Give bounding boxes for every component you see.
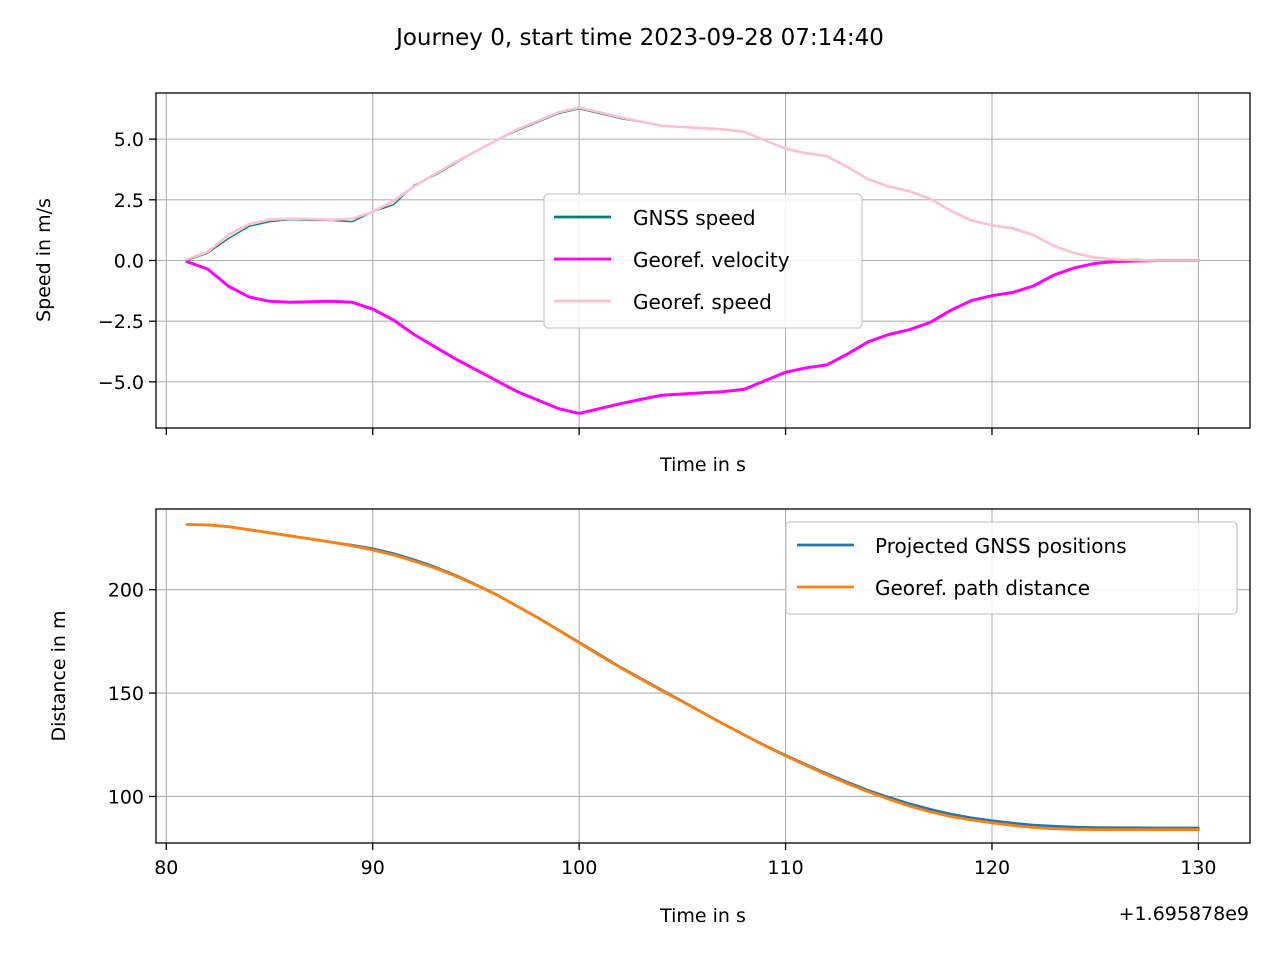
legend-label-georef-speed: Georef. speed	[633, 290, 772, 314]
legend-label-projected-gnss: Projected GNSS positions	[875, 534, 1127, 558]
speed-legend-box	[543, 193, 863, 329]
speed-x-axis-label: Time in s	[659, 454, 746, 476]
speed-legend: GNSS speed Georef. velocity Georef. spee…	[543, 193, 863, 329]
x-tick-label: 80	[154, 857, 178, 879]
y-tick-label: 2.5	[114, 190, 144, 212]
distance-series-group	[185, 523, 1200, 831]
y-tick-label: 150	[108, 683, 144, 705]
series-line-georef-speed	[185, 106, 1200, 262]
distance-legend: Projected GNSS positions Georef. path di…	[785, 521, 1238, 615]
y-tick-label: 0.0	[114, 251, 144, 273]
distance-x-axis-label: Time in s	[659, 905, 746, 927]
distance-y-axis-label: Distance in m	[48, 611, 70, 742]
x-tick-label: 100	[561, 857, 597, 879]
figure-title: Journey 0, start time 2023-09-28 07:14:4…	[394, 25, 884, 51]
series-line-georef-path-distance	[185, 523, 1200, 831]
speed-panel: −5.0 −2.5 0.0 2.5 5.0 Speed in m/s Time in s…	[33, 92, 1251, 476]
distance-legend-box	[785, 521, 1238, 615]
x-tick-label: 110	[767, 857, 803, 879]
x-tick-label: 120	[974, 857, 1010, 879]
x-axis-offset-label: +1.695878e9	[1119, 903, 1249, 925]
speed-series-group	[185, 106, 1200, 415]
x-tick-label: 90	[361, 857, 385, 879]
series-line-georef-velocity	[185, 259, 1200, 415]
y-tick-label: −5.0	[98, 372, 144, 394]
y-tick-label: −2.5	[98, 311, 144, 333]
y-tick-label: 100	[108, 786, 144, 808]
x-tick-label: 130	[1180, 857, 1216, 879]
legend-label-gnss-speed: GNSS speed	[633, 206, 756, 230]
speed-y-axis-label: Speed in m/s	[33, 198, 55, 322]
legend-label-georef-velocity: Georef. velocity	[633, 248, 790, 272]
legend-label-georef-path: Georef. path distance	[875, 576, 1090, 600]
y-tick-label: 200	[108, 580, 144, 602]
y-tick-label: 5.0	[114, 129, 144, 151]
distance-ticks: 80 90 100 110 120 130 100 150 200	[108, 580, 1217, 879]
speed-ticks: −5.0 −2.5 0.0 2.5 5.0	[98, 129, 1200, 435]
distance-axes-frame	[155, 508, 1251, 844]
